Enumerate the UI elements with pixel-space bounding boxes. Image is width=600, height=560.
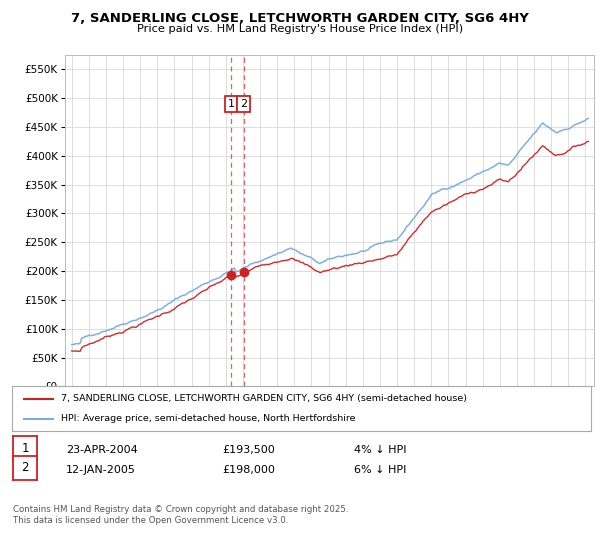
Text: 7, SANDERLING CLOSE, LETCHWORTH GARDEN CITY, SG6 4HY (semi-detached house): 7, SANDERLING CLOSE, LETCHWORTH GARDEN C…: [61, 394, 467, 403]
Text: 4% ↓ HPI: 4% ↓ HPI: [354, 445, 407, 455]
Text: 1: 1: [227, 99, 235, 109]
Text: 2: 2: [22, 461, 29, 474]
Text: Contains HM Land Registry data © Crown copyright and database right 2025.
This d: Contains HM Land Registry data © Crown c…: [13, 505, 349, 525]
Text: 7, SANDERLING CLOSE, LETCHWORTH GARDEN CITY, SG6 4HY: 7, SANDERLING CLOSE, LETCHWORTH GARDEN C…: [71, 12, 529, 25]
Text: 12-JAN-2005: 12-JAN-2005: [66, 465, 136, 475]
Text: 2: 2: [240, 99, 247, 109]
Text: 23-APR-2004: 23-APR-2004: [66, 445, 138, 455]
Text: HPI: Average price, semi-detached house, North Hertfordshire: HPI: Average price, semi-detached house,…: [61, 414, 356, 423]
Text: 6% ↓ HPI: 6% ↓ HPI: [354, 465, 406, 475]
Text: 1: 1: [22, 442, 29, 455]
Text: £198,000: £198,000: [222, 465, 275, 475]
Text: Price paid vs. HM Land Registry's House Price Index (HPI): Price paid vs. HM Land Registry's House …: [137, 24, 463, 34]
Text: £193,500: £193,500: [222, 445, 275, 455]
